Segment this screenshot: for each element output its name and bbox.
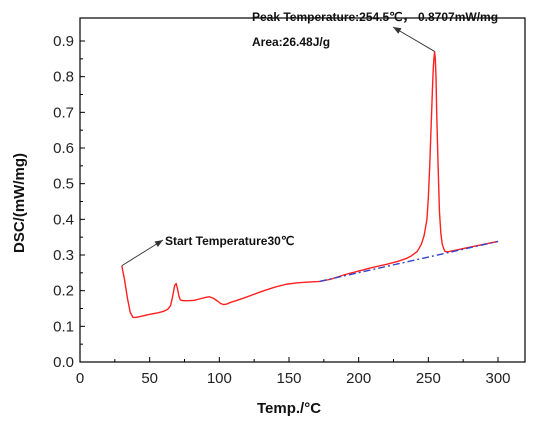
y-tick-label: 0.1 — [53, 318, 74, 335]
y-tick-label: 0.8 — [53, 69, 74, 86]
y-axis-title: DSC/(mW/mg) — [11, 153, 28, 253]
x-axis: 0 50 100 150 200 250 300 — [76, 357, 511, 387]
y-tick-label: 0.5 — [53, 176, 74, 193]
start-annotation-text: Start Temperature30℃ — [165, 234, 294, 248]
peak-annotation-arrowhead — [393, 27, 402, 34]
start-annotation-arrow — [121, 239, 164, 267]
y-tick-label: 0.9 — [53, 33, 74, 50]
y-tick-label: 0.4 — [53, 211, 74, 228]
y-tick-label: 0.6 — [53, 140, 74, 157]
x-tick-label: 200 — [346, 370, 371, 387]
x-tick-label: 250 — [416, 370, 441, 387]
y-tick-label: 0.0 — [53, 354, 74, 371]
x-tick-label: 150 — [276, 370, 301, 387]
y-tick-label: 0.2 — [53, 283, 74, 300]
y-tick-label: 0.3 — [53, 247, 74, 264]
peak-annotation-text: Peak Temperature:254.5℃， 0.8707mW/mg — [252, 10, 498, 24]
y-tick-label: 0.7 — [53, 104, 74, 121]
peak-annotation-arrow — [392, 26, 435, 52]
baseline-curve — [319, 240, 499, 283]
x-axis-title: Temp./°C — [257, 400, 321, 417]
x-tick-label: 0 — [76, 370, 84, 387]
x-tick-label: 50 — [141, 370, 158, 387]
start-annotation-arrowhead — [154, 240, 163, 247]
series-layer — [121, 51, 499, 319]
x-tick-label: 300 — [485, 370, 510, 387]
x-tick-label: 100 — [207, 370, 232, 387]
plot-frame — [79, 17, 526, 363]
dsc-curve — [121, 51, 499, 319]
area-annotation-text: Area:26.48J/g — [252, 35, 330, 49]
y-axis: 0.0 0.1 0.2 0.3 0.4 0.5 0.6 0.7 0.8 0.9 — [53, 33, 85, 371]
